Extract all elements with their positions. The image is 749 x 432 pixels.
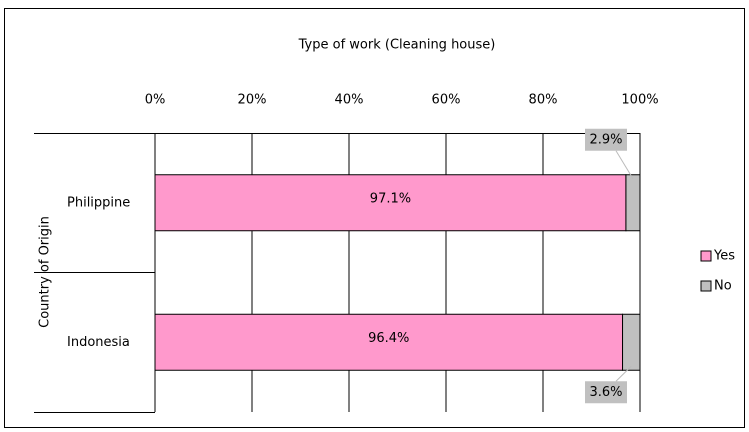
data-label-box xyxy=(585,128,627,151)
data-label: 97.1% xyxy=(370,191,411,206)
data-label-box xyxy=(585,381,627,404)
legend-swatch xyxy=(700,280,712,292)
bar-segment xyxy=(154,313,624,371)
legend-label: Yes xyxy=(713,249,735,264)
bar-segment xyxy=(622,313,641,371)
bar-segment xyxy=(154,174,627,232)
x-tick-label: 20% xyxy=(238,93,267,108)
leader-line xyxy=(615,365,632,382)
bar-segment xyxy=(625,174,641,232)
data-label: 2.9% xyxy=(589,132,622,147)
chart-title: Type of work (Cleaning house) xyxy=(298,38,496,53)
legend-label: No xyxy=(714,279,732,294)
category-label: Philippine xyxy=(67,195,130,210)
x-tick-label: 60% xyxy=(432,93,461,108)
data-label: 96.4% xyxy=(368,331,409,346)
category-label: Indonesia xyxy=(67,335,130,350)
x-tick-label: 0% xyxy=(145,93,166,108)
data-label: 3.6% xyxy=(589,385,622,400)
x-tick-label: 80% xyxy=(529,93,558,108)
x-tick-label: 40% xyxy=(335,93,364,108)
legend-swatch xyxy=(700,250,712,262)
leader-line xyxy=(615,150,634,180)
x-tick-label: 100% xyxy=(621,93,658,108)
